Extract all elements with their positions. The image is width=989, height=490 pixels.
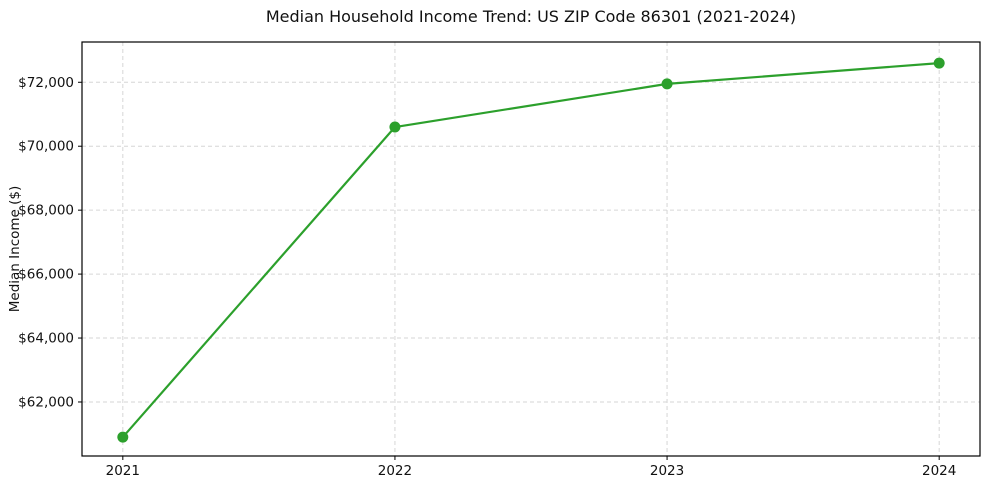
chart-title: Median Household Income Trend: US ZIP Co… (265, 7, 797, 26)
income-trend-line (121, 61, 941, 439)
y-tick-label: $68,000 (18, 203, 74, 219)
y-tick-label: $70,000 (18, 139, 74, 155)
x-tick-label: 2023 (650, 463, 684, 479)
x-tick-label: 2022 (378, 463, 412, 479)
y-tick-label: $66,000 (18, 267, 74, 283)
x-tick-label: 2021 (106, 463, 140, 479)
y-tick-label: $62,000 (18, 394, 74, 410)
x-tick-label: 2024 (922, 463, 956, 479)
data-point-marker (933, 57, 945, 69)
y-tick-label: $64,000 (18, 331, 74, 347)
y-tick-label: $72,000 (18, 75, 74, 91)
y-axis-label: Median Income ($) (7, 185, 23, 313)
data-point-marker (661, 78, 673, 90)
data-point-marker (117, 431, 129, 443)
data-point-marker (389, 121, 401, 133)
plot-border (81, 41, 981, 457)
